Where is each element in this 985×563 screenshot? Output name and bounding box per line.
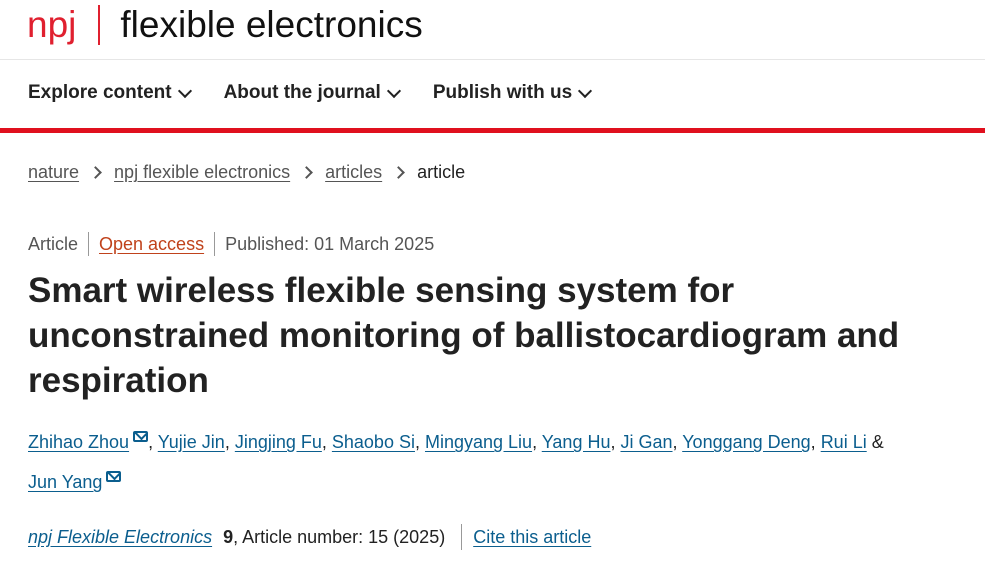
separator: ,	[610, 432, 621, 452]
author-link[interactable]: Zhihao Zhou	[28, 432, 130, 452]
logo-journal-name: flexible electronics	[120, 4, 423, 45]
author-link[interactable]: Jingjing Fu	[234, 432, 322, 452]
volume: 9	[223, 526, 234, 547]
author-list: Zhihao Zhou, Yujie Jin, Jingjing Fu, Sha…	[28, 422, 968, 502]
journal-link[interactable]: npj Flexible Electronics	[28, 526, 213, 547]
open-access-link[interactable]: Open access	[99, 233, 205, 254]
author-link[interactable]: Rui Li	[820, 432, 867, 452]
cite-this-article-link[interactable]: Cite this article	[473, 526, 592, 547]
logo-divider	[98, 5, 101, 45]
nav-explore-content[interactable]: Explore content	[28, 82, 192, 104]
separator: ,	[321, 432, 332, 452]
article-number: , Article number: 15 (2025)	[233, 526, 446, 547]
journal-logo[interactable]: npj flexible electronics	[27, 2, 423, 48]
logo-npj: npj	[27, 4, 77, 45]
divider	[214, 232, 216, 256]
author-link[interactable]: Yonggang Deng	[682, 432, 811, 452]
article-title: Smart wireless flexible sensing system f…	[28, 271, 900, 400]
chevron-down-icon	[578, 83, 593, 98]
citation: npj Flexible Electronics 9 , Article num…	[28, 524, 591, 550]
article-type: Article	[28, 233, 79, 254]
published-date: Published: 01 March 2025	[225, 233, 435, 254]
breadcrumb: nature npj flexible electronics articles…	[28, 162, 465, 183]
separator: ,	[148, 432, 158, 452]
author-link[interactable]: Yang Hu	[541, 432, 611, 452]
author-link[interactable]: Mingyang Liu	[424, 432, 533, 452]
chevron-down-icon	[386, 83, 401, 98]
breadcrumb-journal[interactable]: npj flexible electronics	[114, 162, 291, 182]
chevron-right-icon	[300, 166, 314, 179]
main-nav: Explore content About the journal Publis…	[28, 82, 624, 104]
author-link[interactable]: Jun Yang	[28, 472, 103, 492]
author-link[interactable]: Shaobo Si	[331, 432, 415, 452]
breadcrumb-articles[interactable]: articles	[325, 162, 383, 182]
nav-label: About the journal	[223, 82, 381, 103]
chevron-right-icon	[89, 166, 102, 179]
divider	[88, 232, 90, 256]
nav-about-journal[interactable]: About the journal	[223, 82, 401, 104]
nav-label: Explore content	[28, 82, 172, 103]
nav-label: Publish with us	[432, 82, 573, 103]
nav-publish-with-us[interactable]: Publish with us	[432, 82, 593, 104]
chevron-down-icon	[177, 83, 192, 98]
email-icon[interactable]	[133, 431, 149, 442]
divider	[461, 524, 463, 550]
breadcrumb-current: article	[417, 162, 466, 182]
chevron-right-icon	[392, 166, 406, 179]
separator: ,	[672, 432, 683, 452]
header-divider	[0, 59, 985, 60]
author-link[interactable]: Yujie Jin	[157, 432, 225, 452]
email-icon[interactable]	[106, 471, 122, 482]
separator: ,	[532, 432, 542, 452]
separator: ,	[810, 432, 821, 452]
separator: &	[866, 432, 884, 452]
nav-accent-bar	[0, 128, 985, 133]
article-meta: Article Open access Published: 01 March …	[28, 232, 434, 256]
author-link[interactable]: Ji Gan	[620, 432, 673, 452]
separator: ,	[414, 432, 425, 452]
breadcrumb-nature[interactable]: nature	[28, 162, 80, 182]
separator: ,	[224, 432, 235, 452]
